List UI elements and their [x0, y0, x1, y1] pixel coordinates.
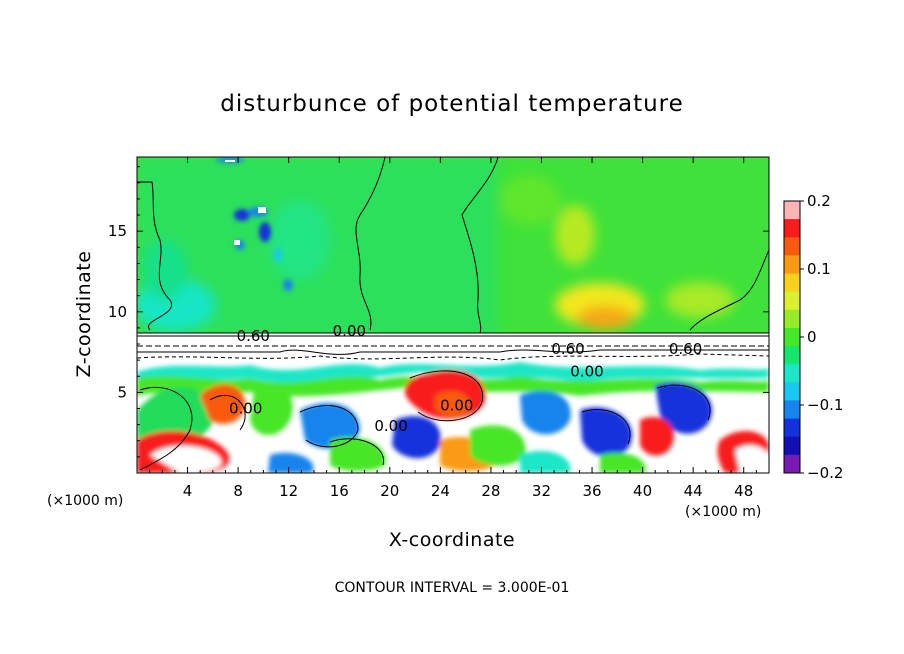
- chart-title: disturbunce of potential temperature: [220, 91, 684, 117]
- colorbar-swatch: [784, 273, 800, 293]
- colorbar-swatch: [784, 382, 800, 401]
- x-tick-label: 28: [481, 482, 500, 500]
- y-tick-label: 10: [108, 303, 127, 321]
- colorbar-tick-label: −0.2: [807, 464, 843, 482]
- colorbar-swatch: [784, 291, 800, 311]
- contour-label: 0.60: [669, 340, 702, 358]
- colorbar-tick-label: −0.1: [807, 396, 843, 414]
- x-tick-label: 40: [633, 482, 652, 500]
- x-axis: 4 8 12 16 20 24 28 32 36 40 44 48: [149, 157, 757, 500]
- x-tick-label: 32: [532, 482, 551, 500]
- x-tick-label: 20: [380, 482, 399, 500]
- x-unit-right: (×1000 m): [685, 504, 761, 520]
- colorbar-tick-label: 0.2: [807, 192, 831, 210]
- colorbar-swatch: [784, 237, 800, 256]
- x-tick-label: 44: [684, 482, 703, 500]
- contour-label: 0.60: [237, 327, 270, 345]
- x-tick-label: 36: [582, 482, 601, 500]
- contour-interval-note: CONTOUR INTERVAL = 3.000E-01: [335, 580, 570, 596]
- contour-label: 0.00: [374, 417, 407, 435]
- x-tick-label: 48: [734, 482, 753, 500]
- colorbar: 0.2 0.1 0 −0.1 −0.2: [783, 192, 843, 482]
- x-tick-label: 4: [183, 482, 193, 500]
- contour-field: [137, 157, 769, 473]
- y-tick-label: 5: [117, 383, 127, 401]
- x-unit-left: (×1000 m): [47, 493, 123, 509]
- x-tick-label: 12: [279, 482, 298, 500]
- colorbar-swatch: [784, 255, 800, 275]
- colorbar-tick-label: 0.1: [807, 260, 831, 278]
- x-tick-label: 16: [330, 482, 349, 500]
- contour-label: 0.00: [570, 362, 603, 380]
- colorbar-swatch: [784, 346, 800, 365]
- colorbar-swatch: [784, 309, 800, 329]
- y-axis-label: Z-coordinate: [73, 251, 95, 378]
- contour-label: 0.00: [229, 400, 262, 418]
- colorbar-swatch: [784, 418, 800, 438]
- colorbar-swatch: [784, 400, 800, 420]
- contour-label: 0.00: [333, 322, 366, 340]
- y-tick-label: 15: [108, 222, 127, 240]
- colorbar-swatch: [784, 219, 800, 238]
- x-tick-label: 24: [431, 482, 450, 500]
- x-tick-label: 8: [233, 482, 243, 500]
- colorbar-swatch: [784, 201, 800, 220]
- contour-label: 0.60: [551, 340, 584, 358]
- colorbar-swatch: [784, 364, 800, 383]
- colorbar-tick-label: 0: [807, 328, 817, 346]
- contour-label: 0.00: [440, 396, 473, 414]
- colorbar-swatch: [784, 436, 800, 456]
- colorbar-swatch: [784, 327, 800, 347]
- contour-labels: 0.60 0.00 0.60 0.60 0.00 0.00 0.00 0.00: [229, 322, 702, 435]
- colorbar-swatch: [784, 454, 800, 474]
- x-axis-label: X-coordinate: [389, 529, 515, 551]
- y-axis: 5 10 15: [108, 166, 769, 458]
